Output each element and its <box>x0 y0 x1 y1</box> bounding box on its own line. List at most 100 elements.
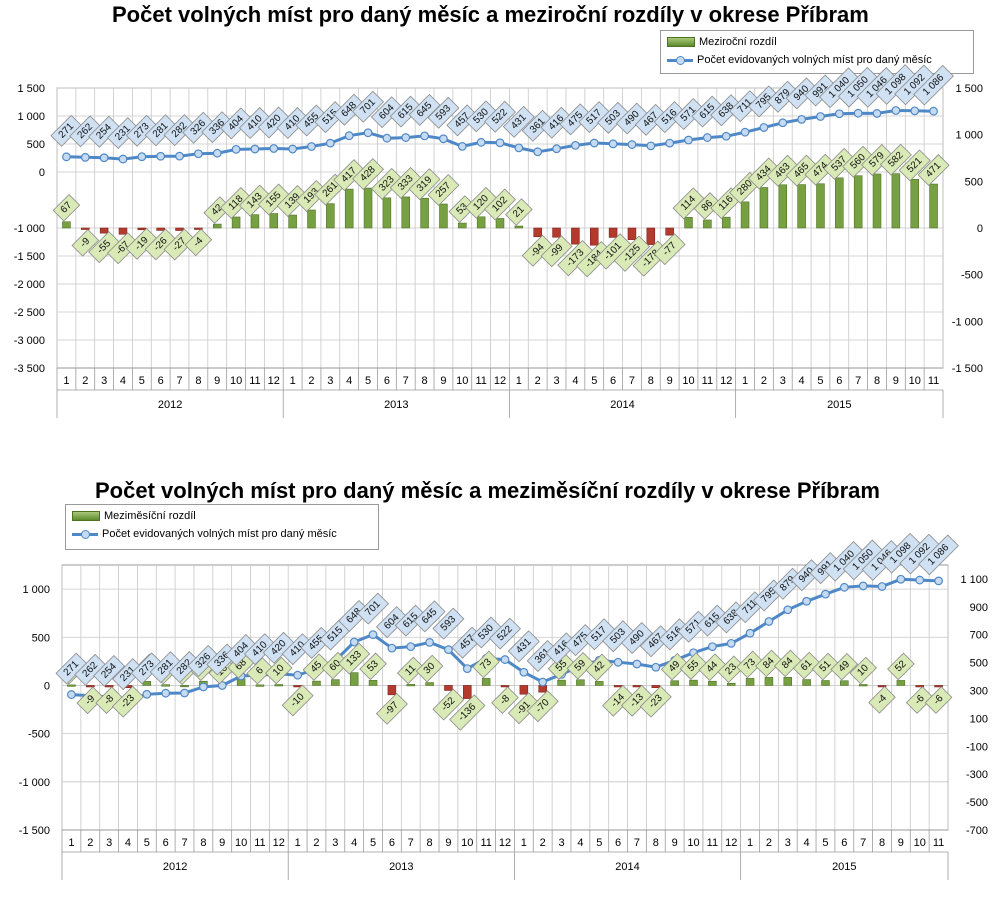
line-data-label-bg <box>352 90 385 123</box>
bar <box>444 685 453 691</box>
line-marker <box>495 138 505 148</box>
bar-data-label-bg <box>887 652 915 681</box>
line-marker <box>382 133 392 143</box>
bar-data-label-bg <box>352 158 385 191</box>
line-data-label-bg <box>314 101 347 134</box>
x-month-label: 7 <box>181 837 187 849</box>
legend-line-swatch <box>72 529 98 539</box>
bar-data-label-bg <box>585 653 614 682</box>
bar-data-label-bg <box>449 694 486 731</box>
bar-data-label-bg <box>868 686 896 714</box>
bar <box>331 679 340 686</box>
line-data-label: 457 <box>446 104 479 137</box>
line-data-label: 254 <box>93 654 126 687</box>
y-right-tick-label: 700 <box>970 630 988 642</box>
bar-data-label: 471 <box>917 154 950 187</box>
bar-data-label: 30 <box>415 654 444 683</box>
bar <box>594 681 604 686</box>
line-data-label: 571 <box>677 610 710 643</box>
bar <box>86 685 95 688</box>
bar <box>250 214 260 229</box>
x-month-label: 5 <box>822 837 828 849</box>
line-marker <box>797 114 807 124</box>
x-month-label: 12 <box>268 375 280 387</box>
line-marker <box>444 645 453 655</box>
line-marker <box>80 152 90 162</box>
bar-data-label: 319 <box>408 168 441 201</box>
bar-data-label-bg <box>773 649 802 678</box>
bar-data-label: -9 <box>71 229 100 257</box>
x-month-label: 5 <box>144 837 150 849</box>
bar-data-label-bg <box>359 652 387 681</box>
line-marker <box>759 123 769 132</box>
line-marker <box>175 151 184 161</box>
bar-data-label: 67 <box>52 193 81 222</box>
line-data-label-bg <box>540 106 573 139</box>
line-marker <box>118 154 128 164</box>
line-marker <box>250 144 260 154</box>
x-month-label: 4 <box>572 375 578 387</box>
bar-data-label-bg <box>613 235 651 272</box>
line-data-label-bg <box>168 651 201 684</box>
bar <box>797 184 806 229</box>
x-month-label: 12 <box>720 375 732 387</box>
line-data-label-bg <box>394 604 427 637</box>
bar <box>194 227 203 230</box>
line-data-label-bg <box>281 633 314 666</box>
bar-data-label: -27 <box>163 228 196 261</box>
line-data-label-bg <box>333 93 366 126</box>
bar-data-label-bg <box>879 143 912 176</box>
bar <box>896 680 906 686</box>
bar <box>363 187 373 229</box>
bar-data-label: -6 <box>905 686 934 714</box>
line-marker <box>344 131 354 141</box>
bar <box>627 227 637 240</box>
line-marker <box>180 688 189 698</box>
x-month-label: 4 <box>804 837 810 849</box>
bar <box>344 188 354 229</box>
y-left-tick-label: -1 500 <box>19 825 50 837</box>
line-data-label: 231 <box>111 658 144 691</box>
line-marker <box>67 690 76 699</box>
bar <box>420 197 429 229</box>
bar-data-label: 53 <box>448 195 477 223</box>
line-marker <box>783 605 793 615</box>
x-month-label: 3 <box>332 837 338 849</box>
line-data-label-bg <box>502 105 535 138</box>
x-month-label: 4 <box>346 375 352 387</box>
bar-data-label: 51 <box>811 652 840 681</box>
bar <box>142 681 152 686</box>
bar <box>858 684 868 687</box>
y-right-tick-label: 900 <box>970 602 988 614</box>
x-month-label: 3 <box>101 375 107 387</box>
x-month-label: 11 <box>707 837 718 849</box>
line-data-label: 645 <box>413 600 446 633</box>
y-left-tick-label: 500 <box>32 632 50 644</box>
bar-data-label: -67 <box>106 232 139 265</box>
bar-data-label-bg <box>76 686 105 715</box>
line-marker <box>552 144 561 154</box>
bar <box>255 684 265 687</box>
bar-data-label-bg <box>755 649 783 678</box>
bar-data-label-bg <box>484 188 516 221</box>
line-marker <box>872 109 882 118</box>
line-marker <box>217 681 227 690</box>
bar-data-label: 521 <box>898 149 931 182</box>
bar-data-label: 11 <box>396 656 425 685</box>
y-left-tick-label: 0 <box>39 167 45 179</box>
line-data-label: 282 <box>168 651 201 684</box>
chart-monthly: Počet volných míst pro daný měsíc a mezi… <box>0 470 1006 913</box>
line-data-label-bg <box>526 640 559 672</box>
chart-legend: Meziroční rozdíl Počet evidovaných volný… <box>660 30 974 74</box>
line-marker <box>307 142 316 151</box>
line-marker <box>533 147 543 157</box>
x-month-label: 8 <box>422 375 428 387</box>
bar-data-label-bg <box>507 692 540 725</box>
x-year-label: 2014 <box>610 399 634 411</box>
bar <box>387 685 397 696</box>
bar-data-label-bg <box>281 684 314 717</box>
bar-data-label-bg <box>540 235 573 268</box>
line-data-label: 615 <box>394 604 427 637</box>
bar-data-label-bg <box>106 232 139 265</box>
line-data-label: 416 <box>540 106 573 139</box>
